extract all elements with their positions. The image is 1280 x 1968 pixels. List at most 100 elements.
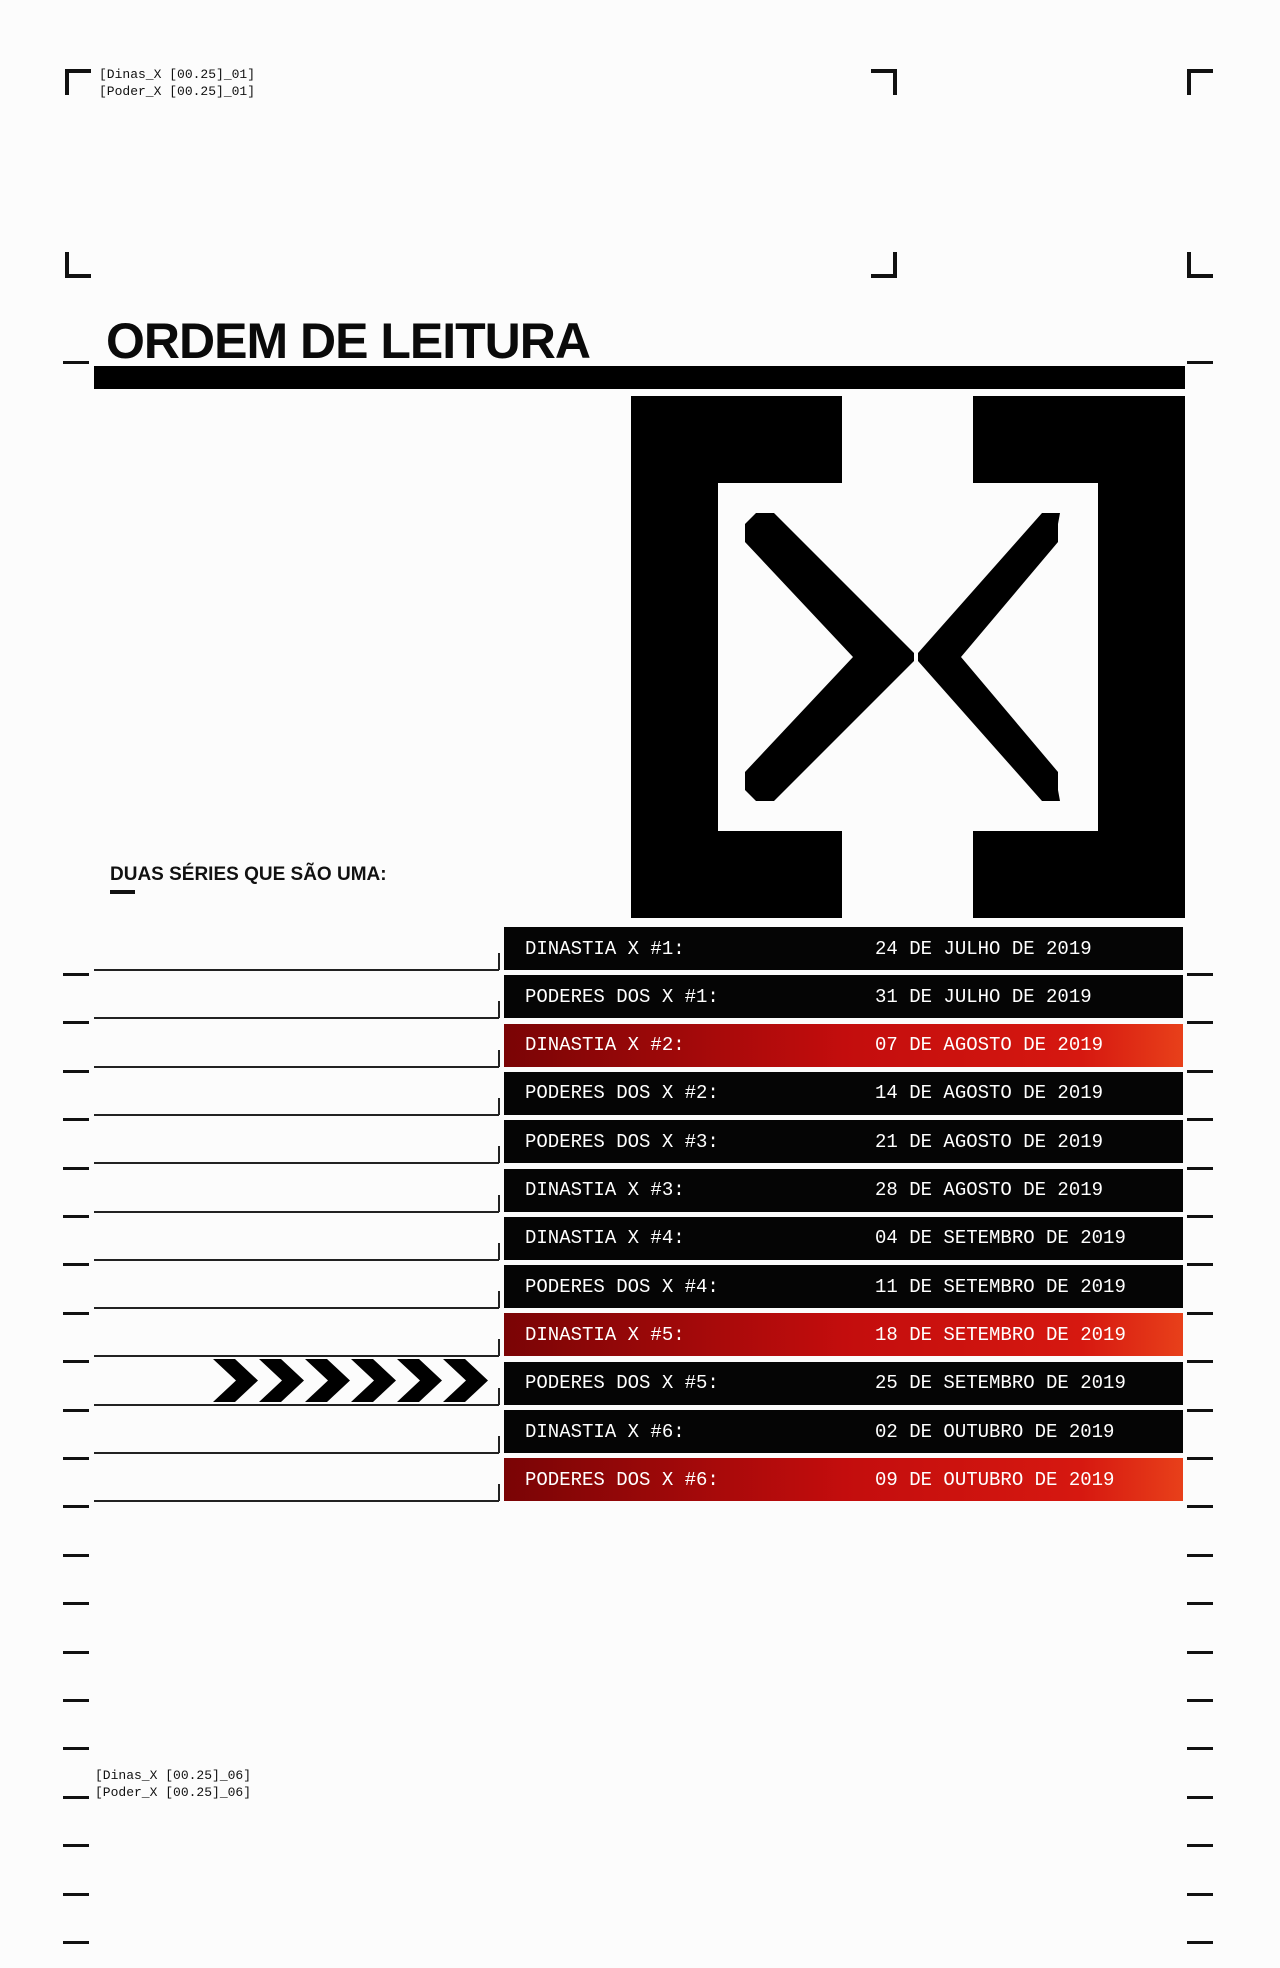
issue-title: DINASTIA X #4: — [525, 1227, 685, 1250]
margin-tick — [63, 1021, 89, 1025]
reading-order-row: PODERES DOS X #4: 11 DE SETEMBRO DE 2019 — [504, 1265, 1183, 1309]
margin-tick — [1187, 1360, 1213, 1364]
chevron — [213, 1359, 258, 1402]
margin-tick — [1187, 1892, 1213, 1896]
reading-order-row: PODERES DOS X #2: 14 DE AGOSTO DE 2019 — [504, 1071, 1183, 1115]
issue-title: DINASTIA X #5: — [525, 1323, 685, 1346]
margin-tick — [63, 1650, 89, 1654]
guide-line — [498, 1291, 500, 1309]
margin-tick — [1187, 1215, 1213, 1218]
release-date: 31 DE JULHO DE 2019 — [875, 985, 1092, 1008]
guide-line — [498, 1001, 500, 1019]
chevron — [305, 1359, 350, 1402]
reading-order-row: PODERES DOS X #5: 25 DE SETEMBRO DE 2019 — [504, 1361, 1183, 1405]
guide-line — [498, 1097, 500, 1115]
guide-line — [94, 1307, 499, 1310]
reading-order-row: PODERES DOS X #1: 31 DE JULHO DE 2019 — [504, 975, 1183, 1019]
release-date: 09 DE OUTUBRO DE 2019 — [875, 1468, 1115, 1491]
issue-title: DINASTIA X #3: — [525, 1179, 685, 1201]
guide-line — [94, 1065, 499, 1068]
x-bracket-logo-icon — [631, 396, 1185, 918]
guide-line — [498, 1339, 500, 1357]
chevron — [443, 1359, 488, 1402]
guide-line — [94, 1258, 499, 1261]
subtitle: DUAS SÉRIES QUE SÃO UMA: — [110, 864, 387, 885]
guide-line — [94, 1113, 499, 1116]
margin-tick — [63, 1408, 89, 1412]
margin-tick — [63, 1215, 89, 1218]
reading-order-row: DINASTIA X #3: 28 DE AGOSTO DE 2019 — [504, 1168, 1183, 1212]
chevron — [397, 1359, 442, 1402]
reading-order-row: DINASTIA X #2: 07 DE AGOSTO DE 2019 — [504, 1023, 1183, 1067]
bottom-code-label: [Dinas_X [00.25]_06] [Poder_X [00.25]_06… — [95, 1767, 251, 1801]
issue-title: DINASTIA X #6: — [525, 1420, 685, 1443]
page-title: ORDEM DE LEITURA — [106, 313, 591, 369]
release-date: 21 DE AGOSTO DE 2019 — [875, 1130, 1104, 1153]
issue-title: PODERES DOS X #4: — [525, 1275, 719, 1298]
reading-order-row: DINASTIA X #5: 18 DE SETEMBRO DE 2019 — [504, 1313, 1183, 1357]
margin-tick — [1187, 1602, 1213, 1606]
margin-tick — [1187, 1844, 1213, 1848]
margin-tick — [1187, 361, 1213, 364]
guide-line — [498, 1242, 500, 1260]
reading-order-row: DINASTIA X #1: 24 DE JULHO DE 2019 — [504, 927, 1183, 970]
release-date: 04 DE SETEMBRO DE 2019 — [875, 1227, 1126, 1250]
crop-mark — [871, 252, 897, 278]
margin-tick — [63, 1699, 89, 1702]
guide-line — [498, 1049, 500, 1067]
margin-tick — [63, 361, 89, 364]
margin-tick — [1187, 973, 1213, 976]
guide-line — [94, 1500, 499, 1503]
guide-line — [498, 1387, 500, 1405]
crop-mark — [65, 69, 91, 95]
margin-tick — [63, 1263, 89, 1267]
release-date: 24 DE JULHO DE 2019 — [875, 937, 1092, 960]
code-line: [Dinas_X [00.25]_01] — [99, 67, 256, 82]
chevron — [259, 1359, 304, 1402]
reading-order-row: DINASTIA X #6: 02 DE OUTUBRO DE 2019 — [504, 1410, 1183, 1453]
subtitle-underline — [110, 890, 135, 894]
margin-tick — [63, 1941, 89, 1944]
guide-line — [94, 1452, 499, 1454]
top-code-label: [Dinas_X [00.25]_01] [Poder_X [00.25]_01… — [99, 66, 255, 100]
margin-tick — [1187, 1747, 1213, 1751]
margin-tick — [1187, 1069, 1213, 1073]
guide-line — [94, 1355, 499, 1358]
margin-tick — [1187, 1457, 1213, 1460]
margin-tick — [1187, 1505, 1213, 1509]
margin-tick — [63, 1069, 89, 1073]
guide-line — [94, 1162, 499, 1165]
guide-line — [498, 1194, 500, 1212]
reading-order-row: PODERES DOS X #6: 09 DE OUTUBRO DE 2019 — [504, 1458, 1183, 1502]
issue-title: PODERES DOS X #2: — [525, 1082, 719, 1105]
issue-title: PODERES DOS X #3: — [525, 1130, 719, 1153]
margin-tick — [63, 1505, 89, 1509]
margin-tick — [63, 1457, 89, 1460]
margin-tick — [1187, 1118, 1213, 1122]
reading-order-row: PODERES DOS X #3: 21 DE AGOSTO DE 2019 — [504, 1120, 1183, 1164]
margin-tick — [63, 1892, 89, 1896]
margin-tick — [63, 1553, 89, 1557]
issue-title: DINASTIA X #2: — [525, 1034, 685, 1057]
margin-tick — [63, 1602, 89, 1606]
margin-tick — [1187, 1311, 1213, 1315]
crop-mark — [871, 69, 897, 95]
margin-tick — [1187, 1553, 1213, 1557]
margin-tick — [1187, 1650, 1213, 1654]
release-date: 28 DE AGOSTO DE 2019 — [875, 1179, 1104, 1201]
issue-title: PODERES DOS X #1: — [525, 985, 719, 1008]
margin-tick — [1187, 1699, 1213, 1702]
margin-tick — [1187, 1941, 1213, 1944]
guide-line — [94, 969, 499, 971]
title-bar — [94, 366, 1185, 389]
reading-order-row: DINASTIA X #4: 04 DE SETEMBRO DE 2019 — [504, 1216, 1183, 1260]
guide-line — [94, 1017, 499, 1020]
margin-tick — [63, 1166, 89, 1170]
margin-tick — [63, 1360, 89, 1364]
release-date: 07 DE AGOSTO DE 2019 — [875, 1034, 1104, 1057]
guide-line — [94, 1403, 499, 1406]
crop-mark — [1187, 252, 1213, 278]
release-date: 11 DE SETEMBRO DE 2019 — [875, 1275, 1126, 1298]
guide-line — [498, 1146, 500, 1164]
